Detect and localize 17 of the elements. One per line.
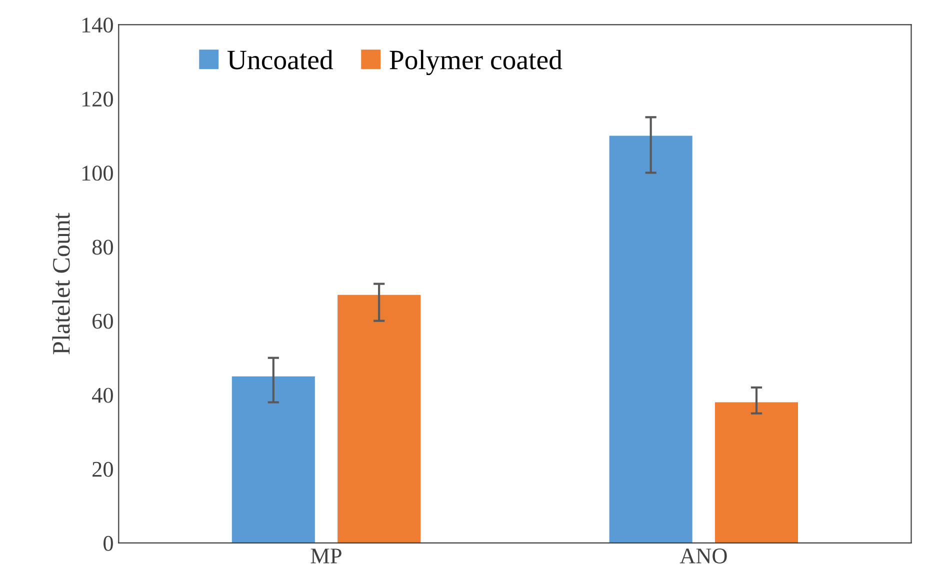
y-tick-label: 60 <box>92 314 113 329</box>
y-axis-title: Platelet Count <box>52 212 70 354</box>
bar <box>609 136 692 543</box>
legend-label: Polymer coated <box>390 50 562 76</box>
x-tick-label: MP <box>310 548 342 564</box>
y-tick-label: 100 <box>82 166 113 181</box>
x-tick-label: ANO <box>680 548 727 564</box>
y-tick-label: 120 <box>82 92 113 107</box>
y-tick-label: 20 <box>92 462 113 477</box>
y-tick-label: 40 <box>92 388 113 403</box>
bar <box>232 376 315 543</box>
bar <box>714 402 798 543</box>
y-tick-label: 140 <box>82 18 113 33</box>
y-tick-label: 0 <box>104 536 113 551</box>
y-tick-label: 80 <box>92 240 113 255</box>
bar <box>338 294 421 543</box>
legend-label: Uncoated <box>227 50 334 70</box>
